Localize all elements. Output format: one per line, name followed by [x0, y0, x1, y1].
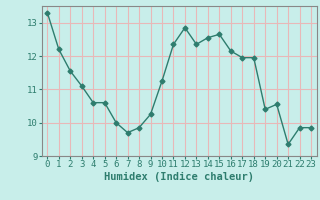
- X-axis label: Humidex (Indice chaleur): Humidex (Indice chaleur): [104, 172, 254, 182]
